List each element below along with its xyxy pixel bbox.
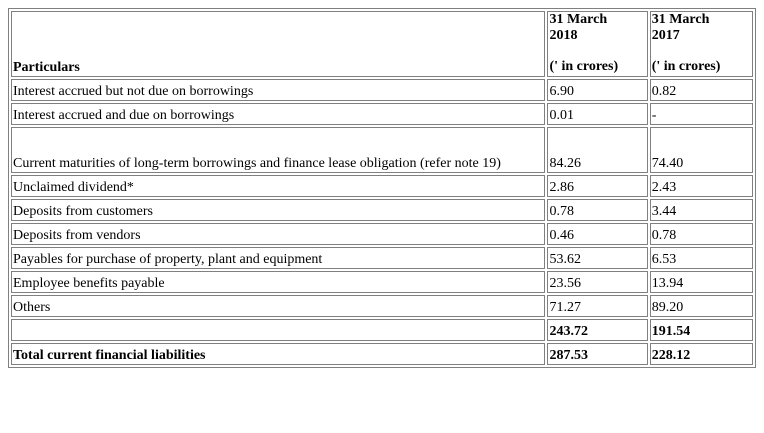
header-2018: 31 March 2018 (' in crores) xyxy=(547,11,648,77)
row-label: Deposits from customers xyxy=(11,199,546,221)
row-label: Interest accrued but not due on borrowin… xyxy=(11,79,546,101)
row-value-2018: 53.62 xyxy=(547,247,648,269)
total-value-2017: 228.12 xyxy=(649,343,753,365)
subtotal-value-2017: 191.54 xyxy=(649,319,753,341)
table-row: Unclaimed dividend* 2.86 2.43 xyxy=(11,175,753,197)
row-value-2018: 0.78 xyxy=(547,199,648,221)
total-row: Total current financial liabilities 287.… xyxy=(11,343,753,365)
row-value-2018: 71.27 xyxy=(547,295,648,317)
header-2017-line2: 2017 xyxy=(651,28,680,43)
subtotal-row: 243.72 191.54 xyxy=(11,319,753,341)
row-value-2018: 0.01 xyxy=(547,103,648,125)
header-2018-line2: 2018 xyxy=(549,28,578,43)
total-label: Total current financial liabilities xyxy=(11,343,546,365)
row-value-2017: 3.44 xyxy=(649,199,753,221)
subtotal-value-2018: 243.72 xyxy=(547,319,648,341)
header-row: Particulars 31 March 2018 (' in crores) … xyxy=(11,11,753,77)
row-value-2018: 0.46 xyxy=(547,223,648,245)
header-2018-units: (' in crores) xyxy=(549,59,619,74)
row-value-2017: 13.94 xyxy=(649,271,753,293)
table-row: Deposits from customers 0.78 3.44 xyxy=(11,199,753,221)
row-value-2017: 74.40 xyxy=(649,127,753,173)
header-2017: 31 March 2017 (' in crores) xyxy=(649,11,753,77)
row-value-2017: - xyxy=(649,103,753,125)
table-row: Employee benefits payable 23.56 13.94 xyxy=(11,271,753,293)
row-value-2018: 2.86 xyxy=(547,175,648,197)
table-row: Payables for purchase of property, plant… xyxy=(11,247,753,269)
row-label: Interest accrued and due on borrowings xyxy=(11,103,546,125)
row-value-2018: 23.56 xyxy=(547,271,648,293)
table-row: Deposits from vendors 0.46 0.78 xyxy=(11,223,753,245)
row-value-2017: 6.53 xyxy=(649,247,753,269)
row-value-2017: 2.43 xyxy=(649,175,753,197)
row-value-2017: 89.20 xyxy=(649,295,753,317)
row-label: Others xyxy=(11,295,546,317)
table-row: Interest accrued and due on borrowings 0… xyxy=(11,103,753,125)
row-value-2018: 84.26 xyxy=(547,127,648,173)
row-label: Current maturities of long-term borrowin… xyxy=(11,127,546,173)
table-row: Others 71.27 89.20 xyxy=(11,295,753,317)
table-row: Current maturities of long-term borrowin… xyxy=(11,127,753,173)
total-value-2018: 287.53 xyxy=(547,343,648,365)
header-2017-units: (' in crores) xyxy=(651,59,721,74)
row-value-2018: 6.90 xyxy=(547,79,648,101)
row-value-2017: 0.82 xyxy=(649,79,753,101)
header-2017-line1: 31 March xyxy=(651,12,710,27)
row-label: Deposits from vendors xyxy=(11,223,546,245)
table-row: Interest accrued but not due on borrowin… xyxy=(11,79,753,101)
header-2018-line1: 31 March xyxy=(549,12,608,27)
particulars-header: Particulars xyxy=(11,11,546,77)
row-value-2017: 0.78 xyxy=(649,223,753,245)
subtotal-label xyxy=(11,319,546,341)
row-label: Payables for purchase of property, plant… xyxy=(11,247,546,269)
current-financial-liabilities-table: Particulars 31 March 2018 (' in crores) … xyxy=(8,8,756,368)
row-label: Employee benefits payable xyxy=(11,271,546,293)
row-label: Unclaimed dividend* xyxy=(11,175,546,197)
